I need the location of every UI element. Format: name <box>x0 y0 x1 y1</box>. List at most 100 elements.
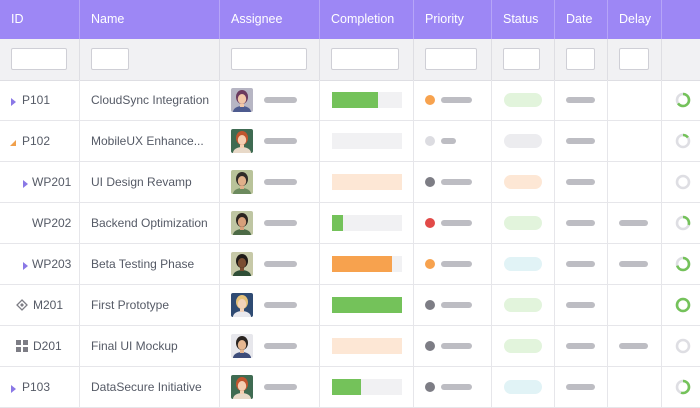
row-name: Beta Testing Phase <box>91 257 195 271</box>
cell-assignee <box>220 244 320 284</box>
filter-cell-name <box>80 39 220 80</box>
expand-chevron-right-icon[interactable] <box>21 176 29 188</box>
cell-progress <box>662 162 700 202</box>
row-id: P101 <box>22 93 51 107</box>
filter-input-delay[interactable] <box>619 48 649 70</box>
table-row[interactable]: P103 DataSecure Initiative <box>0 367 700 408</box>
status-pill[interactable] <box>504 257 542 271</box>
cell-status <box>492 326 555 366</box>
filter-input-id[interactable] <box>11 48 67 70</box>
delay-placeholder <box>619 343 648 349</box>
cell-completion <box>320 162 414 202</box>
cell-id: WP203 <box>0 244 80 284</box>
status-pill[interactable] <box>504 298 542 312</box>
cell-date <box>555 162 608 202</box>
table-row[interactable]: WP202 Backend Optimization <box>0 203 700 244</box>
filter-input-name[interactable] <box>91 48 129 70</box>
cell-date <box>555 121 608 161</box>
status-pill[interactable] <box>504 380 542 394</box>
table-row[interactable]: WP201 UI Design Revamp <box>0 162 700 203</box>
column-header-name[interactable]: Name <box>80 0 220 39</box>
progress-ring-icon <box>675 379 691 395</box>
avatar[interactable] <box>231 334 253 358</box>
row-id: WP203 <box>32 257 72 271</box>
cell-status <box>492 121 555 161</box>
cell-priority <box>414 326 492 366</box>
progress-ring-icon <box>675 92 691 108</box>
table-row[interactable]: P102 MobileUX Enhance... <box>0 121 700 162</box>
cell-completion <box>320 367 414 407</box>
cell-completion <box>320 244 414 284</box>
completion-bar-fill <box>332 92 378 108</box>
expand-chevron-right-icon[interactable] <box>9 94 17 106</box>
cell-delay <box>608 367 662 407</box>
filter-cell-progress <box>662 39 700 80</box>
table-row[interactable]: P101 CloudSync Integration <box>0 80 700 121</box>
cell-id: M201 <box>0 285 80 325</box>
cell-assignee <box>220 121 320 161</box>
row-name: First Prototype <box>91 298 170 312</box>
date-placeholder <box>566 261 595 267</box>
cell-id: D201 <box>0 326 80 366</box>
date-placeholder <box>566 220 595 226</box>
cell-priority <box>414 285 492 325</box>
column-header-priority[interactable]: Priority <box>414 0 492 39</box>
cell-progress <box>662 80 700 120</box>
filter-input-assignee[interactable] <box>231 48 307 70</box>
table-row[interactable]: M201 First Prototype <box>0 285 700 326</box>
column-header-delay[interactable]: Delay <box>608 0 662 39</box>
column-header-id[interactable]: ID <box>0 0 80 39</box>
cell-priority <box>414 244 492 284</box>
status-pill[interactable] <box>504 216 542 230</box>
cell-name: Final UI Mockup <box>80 326 220 366</box>
assignee-name-placeholder <box>264 97 297 103</box>
cell-id: P103 <box>0 367 80 407</box>
assignee-name-placeholder <box>264 384 297 390</box>
filter-input-completion[interactable] <box>331 48 399 70</box>
priority-label-placeholder <box>441 97 472 103</box>
filter-input-status[interactable] <box>503 48 540 70</box>
avatar[interactable] <box>231 170 253 194</box>
filter-input-date[interactable] <box>566 48 595 70</box>
row-id: WP201 <box>32 175 72 189</box>
status-pill[interactable] <box>504 175 542 189</box>
column-header-assignee[interactable]: Assignee <box>220 0 320 39</box>
cell-progress <box>662 203 700 243</box>
assignee-name-placeholder <box>264 179 297 185</box>
avatar[interactable] <box>231 252 253 276</box>
delay-placeholder <box>619 220 648 226</box>
avatar[interactable] <box>231 211 253 235</box>
expand-chevron-down-icon[interactable] <box>9 135 17 146</box>
column-header-status[interactable]: Status <box>492 0 555 39</box>
status-pill[interactable] <box>504 339 542 353</box>
avatar[interactable] <box>231 129 253 153</box>
avatar[interactable] <box>231 375 253 399</box>
row-name: CloudSync Integration <box>91 93 210 107</box>
cell-delay <box>608 285 662 325</box>
expand-chevron-right-icon[interactable] <box>9 381 17 393</box>
column-header-completion[interactable]: Completion <box>320 0 414 39</box>
cell-completion <box>320 121 414 161</box>
expand-chevron-right-icon[interactable] <box>21 258 29 270</box>
row-id: P103 <box>22 380 51 394</box>
cell-id: P101 <box>0 80 80 120</box>
filter-cell-status <box>492 39 555 80</box>
cell-name: Beta Testing Phase <box>80 244 220 284</box>
cell-name: CloudSync Integration <box>80 80 220 120</box>
cell-assignee <box>220 203 320 243</box>
cell-priority <box>414 203 492 243</box>
cell-status <box>492 285 555 325</box>
filter-cell-completion <box>320 39 414 80</box>
table-row[interactable]: WP203 Beta Testing Phase <box>0 244 700 285</box>
cell-name: DataSecure Initiative <box>80 367 220 407</box>
filter-row <box>0 39 700 81</box>
status-pill[interactable] <box>504 134 542 148</box>
assignee-name-placeholder <box>264 220 297 226</box>
status-pill[interactable] <box>504 93 542 107</box>
avatar[interactable] <box>231 293 253 317</box>
filter-input-priority[interactable] <box>425 48 477 70</box>
cell-progress <box>662 285 700 325</box>
avatar[interactable] <box>231 88 253 112</box>
table-row[interactable]: D201 Final UI Mockup <box>0 326 700 367</box>
column-header-date[interactable]: Date <box>555 0 608 39</box>
